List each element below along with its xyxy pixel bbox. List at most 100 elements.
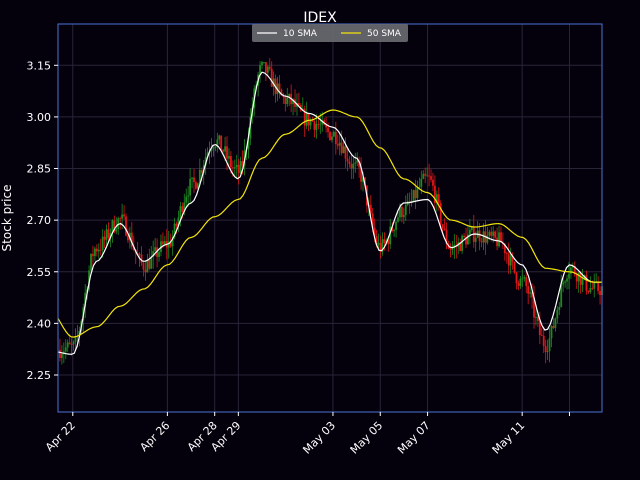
candle-body xyxy=(461,235,464,251)
candle-body xyxy=(334,131,337,145)
candle-body xyxy=(389,226,392,245)
candle-body xyxy=(298,103,300,105)
candle-body xyxy=(222,149,225,152)
candle-body xyxy=(546,351,549,353)
candle-body xyxy=(92,253,94,257)
candle-body xyxy=(556,310,559,319)
candle-body xyxy=(428,175,430,177)
candle-body xyxy=(356,160,359,163)
candle-body xyxy=(521,278,524,280)
candle-body xyxy=(432,179,434,186)
candle-body xyxy=(264,62,267,73)
candle-body xyxy=(60,353,63,359)
candle-body xyxy=(107,229,110,238)
candle-body xyxy=(360,167,362,182)
candle-body xyxy=(342,146,345,154)
y-tick-label: 3.15 xyxy=(27,59,52,72)
candle-body xyxy=(564,281,566,283)
candle-body xyxy=(527,286,530,294)
candle-body xyxy=(540,335,543,336)
y-axis-title: Stock price xyxy=(0,185,14,252)
candle-body xyxy=(70,344,73,345)
candle-body xyxy=(503,243,506,254)
candle-body xyxy=(340,142,343,154)
candle-body xyxy=(391,226,394,232)
candle-body xyxy=(309,119,312,126)
candle-body xyxy=(327,127,329,132)
series-line-10-sma xyxy=(57,71,602,355)
candle-body xyxy=(573,266,576,275)
candle-body xyxy=(247,138,250,149)
candle-body xyxy=(158,251,160,257)
candle-body xyxy=(346,158,349,162)
candle-body xyxy=(430,176,432,180)
candle-body xyxy=(350,164,353,169)
candle-body xyxy=(315,123,318,130)
candle-body xyxy=(486,235,489,243)
candle-body xyxy=(581,277,584,285)
candle-body xyxy=(420,178,423,187)
candle-body xyxy=(492,231,495,236)
candle-body xyxy=(185,196,188,203)
candle-body xyxy=(286,97,289,104)
candle-body xyxy=(210,149,213,152)
candle-body xyxy=(533,297,535,318)
candle-body xyxy=(587,290,590,292)
candle-body xyxy=(241,161,244,166)
candle-body xyxy=(220,135,223,150)
candle-body xyxy=(270,68,273,87)
candle-body xyxy=(424,173,427,176)
candle-body xyxy=(480,241,483,243)
candle-body xyxy=(171,236,174,247)
candle-body xyxy=(513,261,516,273)
candle-body xyxy=(226,146,228,159)
candle-body xyxy=(230,156,232,168)
candle-body xyxy=(231,167,234,169)
candle-body xyxy=(354,162,357,164)
candle-body xyxy=(507,253,510,266)
candle-body xyxy=(196,183,199,189)
candle-body xyxy=(511,255,514,262)
candle-body xyxy=(552,325,555,328)
candle-body xyxy=(536,316,539,321)
candle-body xyxy=(435,194,438,203)
candle-body xyxy=(95,248,98,252)
candle-body xyxy=(119,218,122,220)
y-tick-label: 2.55 xyxy=(27,266,52,279)
y-tick-label: 3.00 xyxy=(27,111,52,124)
candle-body xyxy=(206,152,209,157)
candle-body xyxy=(214,146,217,148)
candle-body xyxy=(352,163,355,169)
candle-body xyxy=(488,231,491,236)
candle-body xyxy=(272,78,275,87)
candle-body xyxy=(125,216,127,236)
candle-body xyxy=(371,213,374,228)
candle-body xyxy=(459,242,462,251)
candle-body xyxy=(237,164,240,173)
candle-body xyxy=(292,99,294,105)
candle-body xyxy=(550,325,553,339)
candle-body xyxy=(64,347,67,352)
candle-body xyxy=(193,177,195,183)
candle-body xyxy=(138,254,141,256)
grid xyxy=(58,24,602,412)
candle-body xyxy=(474,237,477,242)
candle-body xyxy=(395,221,397,230)
candle-body xyxy=(568,273,570,279)
candle-body xyxy=(146,259,149,273)
candle-body xyxy=(266,66,269,73)
candle-body xyxy=(468,229,471,235)
legend: 10 SMA 50 SMA xyxy=(252,24,408,42)
candle-body xyxy=(599,290,601,296)
candle-body xyxy=(364,177,366,186)
candle-body xyxy=(453,244,456,248)
candle-body xyxy=(218,135,221,140)
candle-body xyxy=(383,239,386,243)
candle-body xyxy=(535,316,537,318)
legend-label: 10 SMA xyxy=(283,29,318,39)
candle-body xyxy=(224,146,226,152)
candle-body xyxy=(156,247,158,257)
candle-body xyxy=(263,62,265,63)
candle-body xyxy=(123,214,125,217)
candle-body xyxy=(181,206,184,212)
